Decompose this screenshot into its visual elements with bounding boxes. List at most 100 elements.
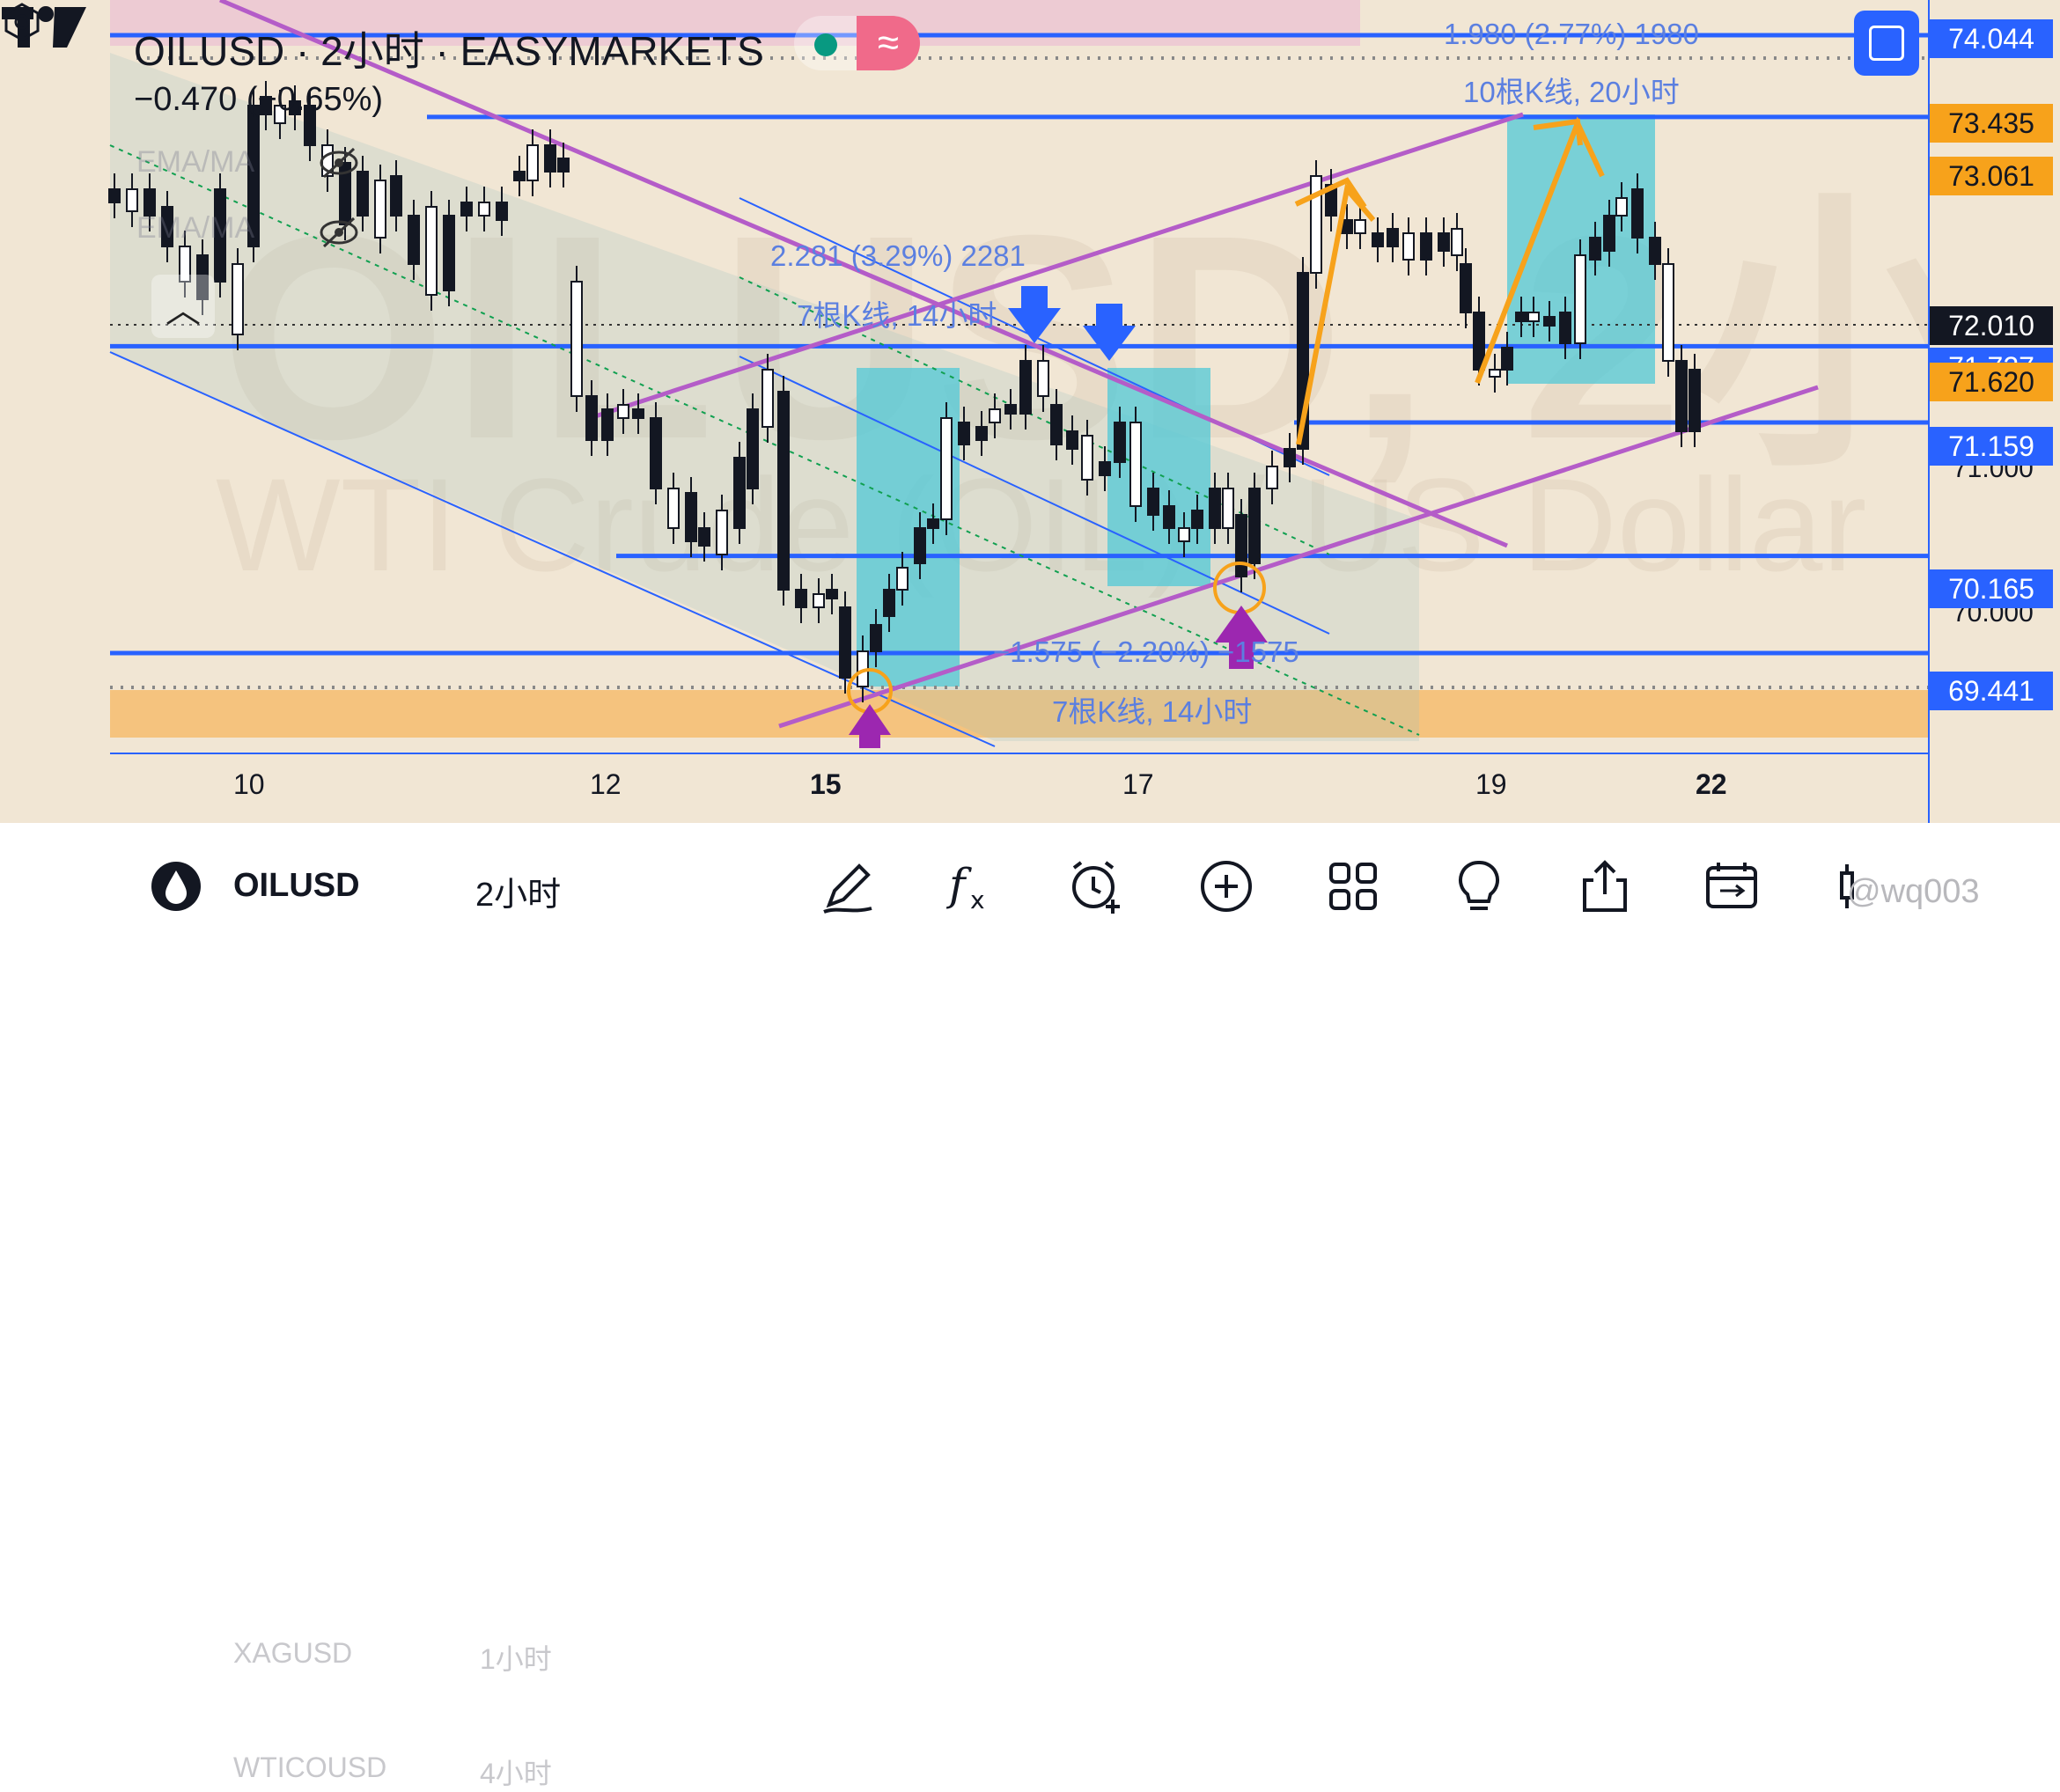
- candle-body: [1688, 369, 1701, 432]
- interval-selector[interactable]: 2小时: [475, 877, 562, 914]
- time-tick: 15: [810, 768, 842, 800]
- candle-body: [214, 188, 226, 283]
- candle-body: [1527, 312, 1540, 322]
- candle-body: [1284, 448, 1296, 467]
- candle-body: [975, 426, 988, 441]
- chart-title[interactable]: OILUSD · 2小时 · EASYMARKETS: [134, 28, 764, 74]
- add-icon[interactable]: [1196, 856, 1257, 917]
- indicator-label-1[interactable]: EMA/MA: [136, 145, 255, 179]
- candle-body: [374, 180, 386, 239]
- chart-area[interactable]: OILUSD, 2小时 WTI Crude (OIL) / US Dollar …: [0, 0, 2060, 823]
- candle-body: [958, 422, 970, 445]
- candle-body: [443, 215, 455, 291]
- indicator-label-2[interactable]: EMA/MA: [136, 211, 255, 245]
- candle-body: [1248, 488, 1261, 564]
- price-change: −0.470 (−0.65%): [134, 81, 384, 118]
- candle-body: [1559, 312, 1571, 344]
- candle-body: [826, 589, 838, 599]
- idea-icon[interactable]: [1448, 856, 1510, 917]
- candle-body: [357, 171, 369, 217]
- wave-icon[interactable]: ≈: [857, 16, 920, 70]
- candles-icon[interactable]: [1829, 856, 1891, 917]
- candle-body: [1460, 263, 1472, 313]
- candle-body: [1163, 505, 1175, 529]
- fullscreen-button[interactable]: [1854, 11, 1919, 76]
- channel-lower-line: [109, 351, 996, 747]
- candle-body: [274, 105, 286, 124]
- alert-icon[interactable]: [1065, 856, 1127, 917]
- svg-text:x: x: [970, 885, 985, 914]
- candle-body: [1631, 188, 1644, 239]
- candle-body: [526, 144, 539, 181]
- candle-body: [460, 202, 473, 217]
- name-watermark: WTI Crude (OIL) / US Dollar: [216, 451, 1867, 599]
- replay-icon[interactable]: [1701, 856, 1762, 917]
- measure-range-low: −1.575 (−2.20%) −1575: [993, 635, 1299, 668]
- market-open-dot: [814, 33, 837, 56]
- measure-box-2: [1107, 368, 1210, 586]
- grid-icon[interactable]: [1322, 856, 1384, 917]
- candle-body: [1662, 263, 1674, 362]
- candle-body: [1515, 312, 1527, 322]
- last-price-badge: 72.010: [1930, 306, 2053, 345]
- up-arrow-1: [849, 704, 891, 748]
- axis-corner-border: [1928, 753, 1930, 823]
- candle-body: [1019, 360, 1032, 415]
- candle-body: [1402, 232, 1415, 261]
- ghost-symbol-above: XAGUSD: [233, 1637, 353, 1669]
- chart-settings-icon[interactable]: [0, 0, 44, 44]
- candle-body: [1501, 347, 1513, 371]
- oil-drop-icon[interactable]: [150, 860, 202, 913]
- user-watermark: @wq003: [1847, 873, 1980, 910]
- candle-body: [1004, 404, 1017, 415]
- candle-body: [716, 510, 728, 555]
- candle-body: [870, 624, 882, 652]
- candle-body: [927, 518, 939, 529]
- candle-body: [989, 408, 1001, 423]
- candle-body: [1603, 215, 1615, 252]
- candle-body: [304, 105, 316, 146]
- pen-icon[interactable]: [817, 856, 879, 917]
- price-chart[interactable]: [0, 0, 1928, 753]
- candle-body: [795, 589, 807, 608]
- candle-body: [1473, 312, 1485, 371]
- collapse-legend-button[interactable]: ︿: [151, 275, 215, 338]
- eye-off-icon-2[interactable]: [317, 215, 361, 250]
- time-tick: 19: [1475, 768, 1507, 800]
- candle-body: [1235, 514, 1247, 577]
- ghost-interval-below: 4小时: [480, 1758, 552, 1789]
- time-axis[interactable]: [110, 753, 1928, 823]
- candle-body: [1387, 228, 1399, 247]
- candle-body: [632, 408, 644, 419]
- candle-body: [1099, 461, 1111, 476]
- candle-body: [1543, 316, 1556, 327]
- symbol-selector[interactable]: OILUSD: [233, 867, 360, 904]
- measure-bars-low: 7根K线, 14小时: [1052, 695, 1253, 728]
- candle-body: [1675, 360, 1688, 432]
- candle-body: [839, 606, 851, 679]
- ghost-symbol-below: WTICOUSD: [233, 1752, 387, 1783]
- measure-bars-mid: 7根K线, 14小时: [797, 299, 997, 332]
- candle-body: [339, 162, 351, 225]
- candle-body: [289, 100, 301, 115]
- share-icon[interactable]: [1574, 856, 1636, 917]
- candle-body: [1066, 430, 1078, 450]
- candle-body: [1178, 527, 1190, 542]
- down-arrow-1: [1008, 286, 1061, 343]
- pink-zone: [110, 0, 1360, 46]
- eye-off-icon[interactable]: [317, 145, 361, 180]
- candle-body: [733, 457, 746, 529]
- candle-body: [1354, 219, 1366, 234]
- candle-body: [601, 408, 614, 441]
- measure-range-mid: 2.281 (3.29%) 2281: [770, 239, 1026, 272]
- orange-arrow-1: [1296, 183, 1376, 445]
- candle-body: [1451, 228, 1463, 256]
- candle-body: [585, 395, 598, 441]
- candle-body: [496, 202, 508, 221]
- candle-body: [667, 488, 680, 529]
- price-badge: 71.159: [1930, 427, 2053, 466]
- candle-body: [1310, 175, 1322, 274]
- time-tick: 10: [233, 768, 265, 800]
- candle-body: [513, 171, 526, 181]
